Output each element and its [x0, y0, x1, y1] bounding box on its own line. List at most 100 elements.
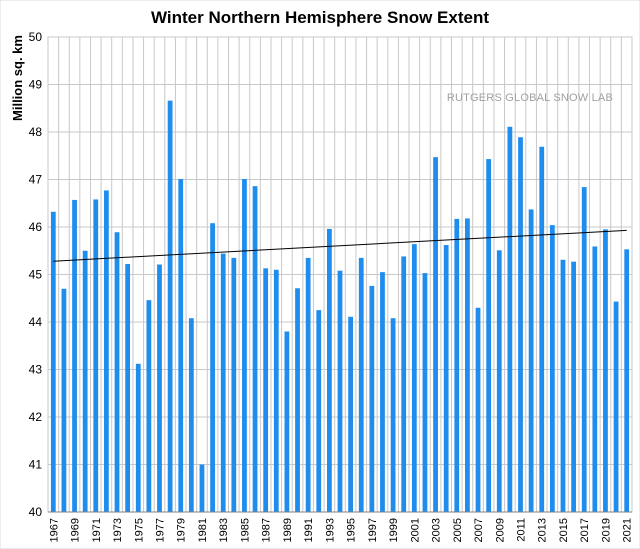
bar — [178, 179, 184, 512]
x-tick-label: 2013 — [537, 518, 549, 542]
y-tick-label: 44 — [29, 315, 43, 329]
bar — [518, 137, 523, 512]
x-tick-label: 1999 — [388, 518, 400, 542]
x-tick-label: 1971 — [91, 518, 103, 542]
bar — [624, 249, 630, 512]
x-tick-label: 1967 — [48, 518, 60, 542]
bar — [613, 301, 619, 512]
y-axis-label: Million sq. km — [10, 35, 25, 121]
x-tick-label: 2021 — [622, 518, 634, 542]
x-tick-label: 1985 — [239, 518, 251, 542]
chart-title: Winter Northern Hemisphere Snow Extent — [151, 8, 489, 27]
x-tick-label: 1997 — [367, 518, 379, 542]
bar — [146, 300, 152, 512]
bar — [157, 264, 162, 512]
bar — [401, 256, 407, 512]
y-tick-label: 43 — [29, 363, 43, 377]
bar — [220, 253, 226, 512]
bar — [93, 199, 99, 512]
x-tick-label: 2007 — [473, 518, 485, 542]
x-tick-label: 1969 — [70, 518, 82, 542]
x-tick-label: 2017 — [579, 518, 591, 542]
bar — [465, 218, 470, 512]
bar — [295, 288, 300, 512]
bar — [603, 229, 608, 512]
y-tick-label: 45 — [29, 268, 43, 282]
bar — [242, 179, 247, 512]
x-tick-label: 2019 — [600, 518, 612, 542]
y-tick-label: 42 — [29, 410, 43, 424]
bar — [581, 187, 587, 512]
x-tick-label: 1973 — [112, 518, 124, 542]
bar — [390, 318, 396, 512]
bar — [125, 264, 131, 512]
bar — [305, 257, 311, 512]
bar — [252, 186, 258, 512]
y-tick-label: 46 — [29, 220, 43, 234]
bar — [273, 269, 279, 512]
bar — [50, 211, 56, 513]
x-tick-label: 2003 — [431, 518, 443, 542]
bar — [486, 159, 492, 512]
x-tick-label: 1989 — [282, 518, 294, 542]
x-tick-label: 1987 — [261, 518, 273, 542]
bar — [167, 100, 173, 513]
bar — [507, 126, 513, 513]
x-tick-label: 1995 — [346, 518, 358, 542]
x-tick-label: 1991 — [303, 518, 315, 542]
bar — [104, 190, 109, 513]
bars — [50, 100, 630, 513]
y-tick-label: 40 — [29, 505, 43, 519]
bar — [369, 285, 375, 512]
bar — [422, 273, 428, 512]
bar — [337, 270, 343, 512]
bar — [496, 250, 502, 512]
bar — [82, 250, 88, 512]
bar — [72, 199, 77, 513]
x-tick-label: 1993 — [324, 518, 336, 542]
bar — [475, 307, 481, 512]
bar — [592, 246, 598, 512]
y-tick-label: 47 — [29, 173, 43, 187]
x-tick-label: 2009 — [494, 518, 506, 542]
bar — [560, 259, 566, 512]
bar — [135, 363, 141, 512]
bar — [454, 218, 460, 513]
bar — [380, 272, 385, 512]
x-tick-label: 1981 — [197, 518, 209, 542]
y-tick-label: 48 — [29, 125, 43, 139]
bar — [284, 331, 290, 512]
bar — [433, 157, 438, 513]
trend-line — [53, 229, 627, 262]
x-tick-labels: 1967 1969 1971 1973 1975 1977 1979 1981 1983 1985… — [48, 518, 633, 542]
bar — [549, 225, 555, 512]
x-tick-label: 1975 — [133, 518, 145, 542]
bar — [348, 316, 354, 512]
bar — [326, 228, 332, 512]
bar — [411, 244, 417, 512]
bar — [316, 310, 322, 512]
bar — [188, 318, 194, 512]
x-tick-label: 1977 — [154, 518, 166, 542]
y-tick-labels: 40 41 42 43 44 45 46 47 48 49 50 — [29, 30, 43, 519]
bar — [199, 464, 205, 512]
bar — [571, 261, 576, 512]
bar — [263, 268, 269, 512]
bar — [114, 232, 120, 512]
bar — [210, 223, 215, 512]
bar — [443, 245, 449, 513]
x-tick-label: 2015 — [558, 518, 570, 542]
bar — [61, 288, 67, 512]
x-tick-label: 2001 — [409, 518, 421, 542]
y-tick-label: 50 — [29, 30, 43, 44]
x-tick-label: 2011 — [516, 518, 528, 542]
x-tick-label: 1979 — [176, 518, 188, 542]
bar — [231, 257, 237, 512]
bar — [358, 257, 364, 512]
y-tick-label: 41 — [29, 458, 43, 472]
x-tick-label: 2005 — [452, 518, 464, 542]
watermark-text: RUTGERS GLOBAL SNOW LAB — [447, 92, 613, 104]
y-tick-label: 49 — [29, 78, 43, 92]
x-tick-label: 1983 — [218, 518, 230, 542]
